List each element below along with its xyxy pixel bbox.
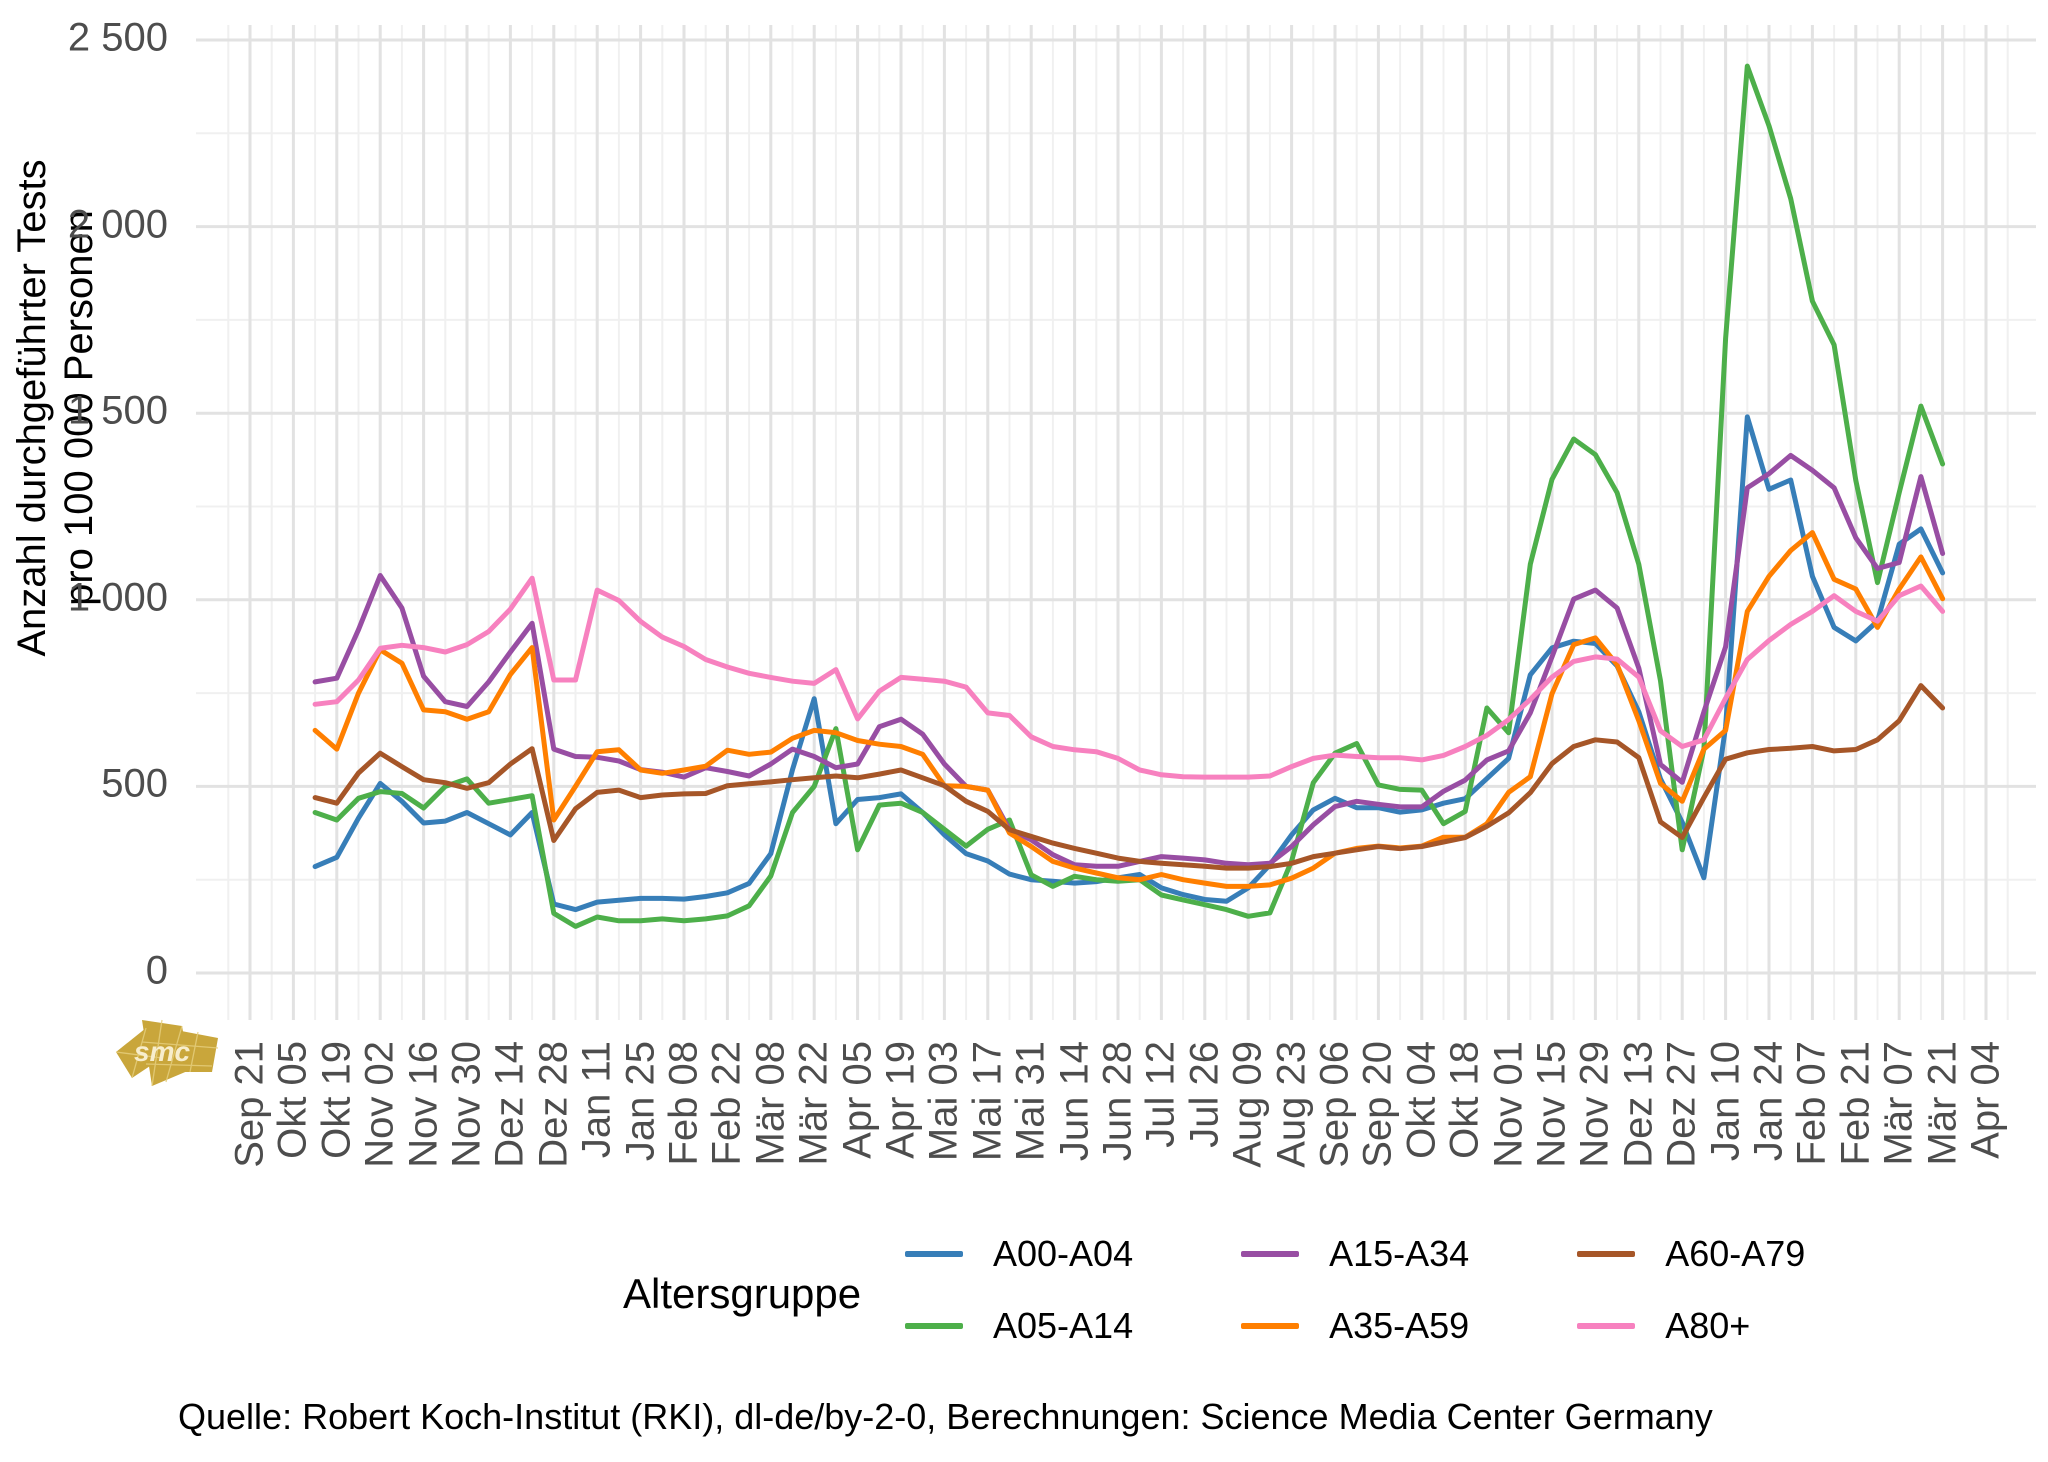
legend-label: A00-A04 bbox=[993, 1233, 1134, 1274]
x-tick-label: Nov 01 bbox=[1486, 1041, 1531, 1168]
x-tick-label: Dez 14 bbox=[487, 1041, 532, 1168]
x-tick-label: Dez 27 bbox=[1659, 1041, 1704, 1168]
y-tick-label: 0 bbox=[145, 948, 168, 993]
x-tick-label: Aug 09 bbox=[1225, 1041, 1270, 1168]
x-tick-label: Mai 31 bbox=[1008, 1041, 1053, 1162]
x-tick-label: Apr 04 bbox=[1963, 1041, 2008, 1159]
x-tick-label: Okt 19 bbox=[314, 1041, 359, 1159]
legend-line-swatch bbox=[1577, 1251, 1636, 1257]
smc-logo: smc bbox=[115, 1019, 219, 1087]
legend-line-swatch bbox=[1241, 1323, 1300, 1329]
x-tick-label: Jan 24 bbox=[1746, 1041, 1791, 1162]
smc-logo-text: smc bbox=[134, 1036, 190, 1067]
legend-label: A15-A34 bbox=[1329, 1233, 1470, 1274]
x-tick-label: Nov 02 bbox=[357, 1041, 402, 1168]
series-line-a00-a04 bbox=[312, 414, 1946, 913]
legend-entry-a00-a04: A00-A04 bbox=[905, 1232, 1133, 1276]
series-line-a15-a34 bbox=[312, 452, 1946, 869]
x-tick-label: Jan 11 bbox=[574, 1041, 619, 1159]
legend-label: A05-A14 bbox=[993, 1305, 1134, 1346]
legend-entries: A00-A04 A05-A14 A15-A34 A35-A59 A60-A79 A80+ bbox=[905, 1232, 1805, 1348]
y-tick-label: 2 000 bbox=[67, 202, 168, 247]
x-tick-label: Apr 19 bbox=[878, 1041, 923, 1159]
x-tick-label: Mär 22 bbox=[791, 1041, 836, 1166]
x-tick-label: Mai 17 bbox=[965, 1041, 1010, 1162]
x-tick-label: Feb 22 bbox=[704, 1041, 749, 1166]
x-tick-label: Dez 28 bbox=[531, 1041, 576, 1168]
x-tick-label: Jun 14 bbox=[1052, 1041, 1097, 1162]
legend-entry-a60-a79: A60-A79 bbox=[1577, 1232, 1805, 1276]
x-tick-label: Feb 08 bbox=[661, 1041, 706, 1166]
y-tick-label: 2 500 bbox=[67, 15, 168, 60]
legend-entry-a35-a59: A35-A59 bbox=[1241, 1304, 1469, 1348]
legend-label: A80+ bbox=[1665, 1305, 1751, 1346]
source-note: Quelle: Robert Koch-Institut (RKI), dl-d… bbox=[178, 1396, 1713, 1437]
legend-entry-a15-a34: A15-A34 bbox=[1241, 1232, 1469, 1276]
series-line-a80- bbox=[312, 575, 1946, 780]
x-tick-label: Jul 12 bbox=[1138, 1041, 1183, 1148]
legend-line-swatch bbox=[1577, 1323, 1636, 1329]
legend-entry-a80-: A80+ bbox=[1577, 1304, 1805, 1348]
x-tick-label: Sep 20 bbox=[1355, 1041, 1400, 1168]
x-tick-label: Nov 29 bbox=[1572, 1041, 1617, 1168]
legend-label: A60-A79 bbox=[1665, 1233, 1806, 1274]
series-line-a35-a59 bbox=[312, 530, 1946, 889]
x-tick-label: Nov 15 bbox=[1529, 1041, 1574, 1168]
x-tick-label: Mär 07 bbox=[1876, 1041, 1921, 1166]
x-tick-label: Mär 08 bbox=[748, 1041, 793, 1166]
y-tick-label: 500 bbox=[101, 762, 168, 807]
legend-line-swatch bbox=[1241, 1251, 1300, 1257]
x-tick-label: Mär 21 bbox=[1920, 1041, 1965, 1166]
series-line-a60-a79 bbox=[312, 683, 1946, 871]
x-tick-label: Feb 07 bbox=[1789, 1041, 1834, 1166]
x-tick-label: Jul 26 bbox=[1182, 1041, 1227, 1148]
x-tick-label: Okt 05 bbox=[270, 1041, 315, 1159]
x-tick-label: Feb 21 bbox=[1833, 1041, 1878, 1166]
x-tick-label: Nov 30 bbox=[444, 1041, 489, 1168]
legend-line-swatch bbox=[905, 1251, 963, 1257]
x-tick-label: Sep 21 bbox=[227, 1041, 272, 1168]
series-line-a05-a14 bbox=[312, 63, 1946, 929]
x-tick-label: Apr 05 bbox=[835, 1041, 880, 1159]
x-tick-label: Jan 25 bbox=[618, 1041, 663, 1162]
legend-entry-a05-a14: A05-A14 bbox=[905, 1304, 1133, 1348]
x-tick-label: Jun 28 bbox=[1095, 1041, 1140, 1162]
x-tick-label: Aug 23 bbox=[1269, 1041, 1314, 1168]
y-tick-label: 1 000 bbox=[67, 575, 168, 620]
x-tick-label: Nov 16 bbox=[401, 1041, 446, 1168]
x-tick-label: Sep 06 bbox=[1312, 1041, 1357, 1168]
legend-title: Altersgruppe bbox=[623, 1270, 862, 1317]
x-tick-label: Jan 10 bbox=[1703, 1041, 1748, 1162]
legend-line-swatch bbox=[905, 1323, 963, 1329]
x-tick-label: Okt 18 bbox=[1442, 1041, 1487, 1159]
x-tick-label: Dez 13 bbox=[1616, 1041, 1661, 1168]
x-tick-label: Mai 03 bbox=[921, 1041, 966, 1162]
x-tick-label: Okt 04 bbox=[1399, 1041, 1444, 1159]
legend-label: A35-A59 bbox=[1329, 1305, 1470, 1346]
y-tick-label: 1 500 bbox=[67, 388, 168, 433]
